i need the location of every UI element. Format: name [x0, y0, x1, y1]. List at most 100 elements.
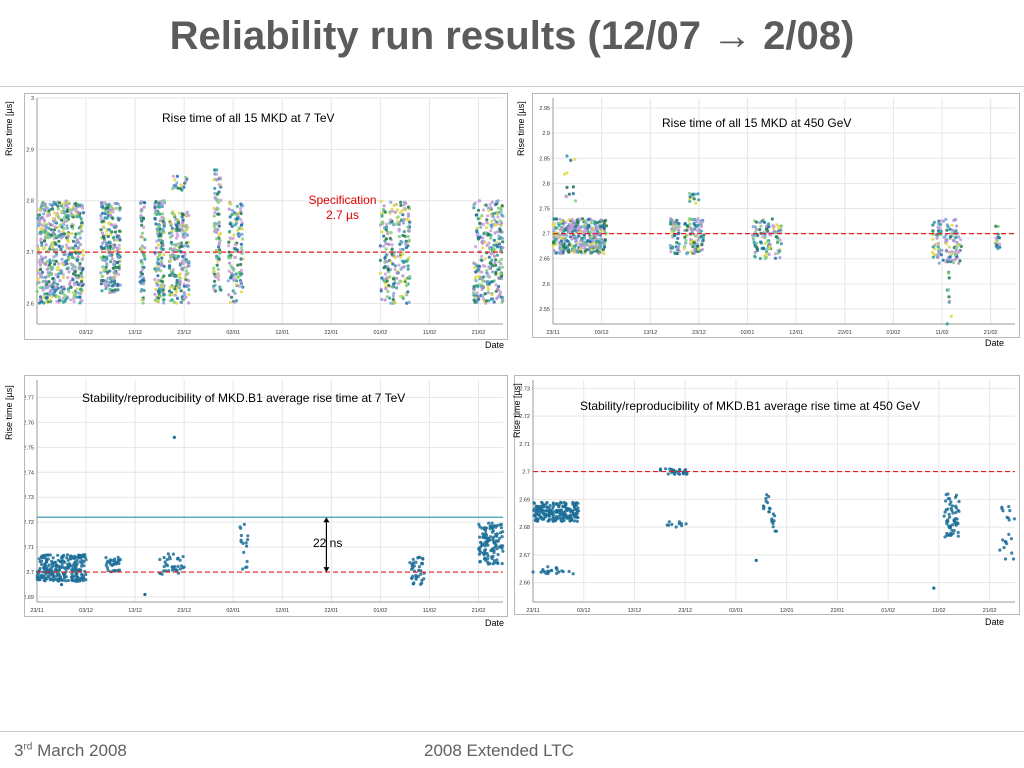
data-point — [490, 258, 494, 262]
data-point — [48, 289, 52, 293]
data-point — [702, 233, 706, 237]
x-tick-label: 22/01 — [324, 330, 338, 336]
data-point — [153, 298, 157, 302]
data-point — [35, 575, 39, 579]
data-point — [36, 244, 40, 248]
data-point — [40, 260, 44, 264]
data-point — [490, 270, 495, 274]
data-point — [756, 233, 760, 238]
data-point — [182, 296, 186, 300]
data-point — [62, 211, 66, 215]
x-tick-label: 22/01 — [838, 330, 852, 336]
data-point — [699, 234, 703, 239]
y-tick-label: 2.6 — [542, 282, 550, 288]
data-point — [761, 235, 765, 239]
data-point — [232, 278, 236, 282]
data-point — [947, 299, 952, 303]
data-point — [998, 242, 1002, 246]
data-point — [162, 293, 166, 297]
data-point — [497, 237, 501, 241]
data-point — [478, 559, 482, 564]
data-point — [43, 204, 47, 208]
data-point — [41, 295, 46, 299]
data-point — [491, 215, 495, 219]
data-point — [73, 244, 78, 248]
data-point — [487, 537, 491, 541]
data-point — [565, 185, 569, 189]
data-point — [402, 218, 406, 223]
data-point — [950, 223, 954, 227]
data-point — [602, 221, 606, 226]
x-tick-label: 02/01 — [741, 330, 755, 336]
data-point — [39, 237, 43, 241]
data-point — [764, 255, 768, 259]
data-point — [71, 246, 75, 250]
data-point — [57, 295, 61, 299]
data-point — [767, 506, 771, 510]
data-point — [114, 265, 118, 269]
y-tick-label: 2.7 — [26, 570, 34, 576]
data-point — [118, 557, 122, 562]
data-point — [111, 210, 115, 214]
data-point — [484, 203, 488, 207]
data-point — [602, 242, 607, 246]
data-point — [574, 501, 578, 505]
data-point — [216, 200, 220, 205]
data-point — [473, 300, 477, 304]
data-point — [54, 259, 58, 263]
data-point — [778, 249, 782, 253]
data-point — [947, 250, 951, 254]
data-point — [60, 257, 64, 261]
data-point — [393, 264, 397, 268]
data-point — [110, 558, 114, 563]
data-point — [117, 218, 121, 222]
data-point — [567, 225, 571, 229]
data-point — [959, 238, 963, 242]
data-point — [947, 512, 951, 516]
data-point — [168, 293, 172, 297]
data-point — [579, 230, 583, 234]
data-point — [474, 296, 478, 300]
data-point — [762, 505, 766, 509]
data-point — [104, 265, 108, 269]
data-point — [104, 281, 108, 285]
data-point — [391, 297, 395, 302]
y-tick-label: 2.7 — [26, 250, 34, 256]
data-point — [141, 216, 145, 220]
data-point — [382, 266, 386, 270]
data-point — [596, 220, 600, 225]
data-point — [957, 235, 961, 239]
data-point — [51, 277, 55, 281]
data-point — [102, 246, 106, 251]
data-point — [495, 199, 499, 204]
data-point — [570, 237, 574, 241]
data-point — [100, 289, 104, 293]
data-point — [54, 285, 58, 289]
data-point — [501, 530, 505, 534]
data-point — [500, 535, 504, 539]
data-point — [573, 225, 577, 229]
data-point — [140, 219, 144, 223]
data-point — [174, 223, 179, 227]
data-point — [677, 472, 682, 476]
data-point — [753, 225, 758, 229]
data-point — [480, 287, 484, 291]
data-point — [777, 226, 781, 231]
data-point — [42, 553, 46, 557]
data-point — [172, 247, 177, 251]
data-point — [183, 276, 187, 280]
data-point — [215, 263, 219, 267]
data-point — [186, 244, 190, 248]
data-point — [558, 511, 562, 515]
data-point — [57, 239, 61, 243]
data-point — [947, 276, 951, 280]
data-point — [593, 245, 597, 249]
data-point — [947, 258, 951, 262]
data-point — [80, 564, 84, 568]
data-point — [479, 283, 483, 287]
data-point — [546, 505, 550, 509]
data-point — [160, 284, 164, 288]
data-point — [496, 295, 500, 299]
data-point — [213, 274, 217, 278]
data-point — [233, 255, 237, 259]
